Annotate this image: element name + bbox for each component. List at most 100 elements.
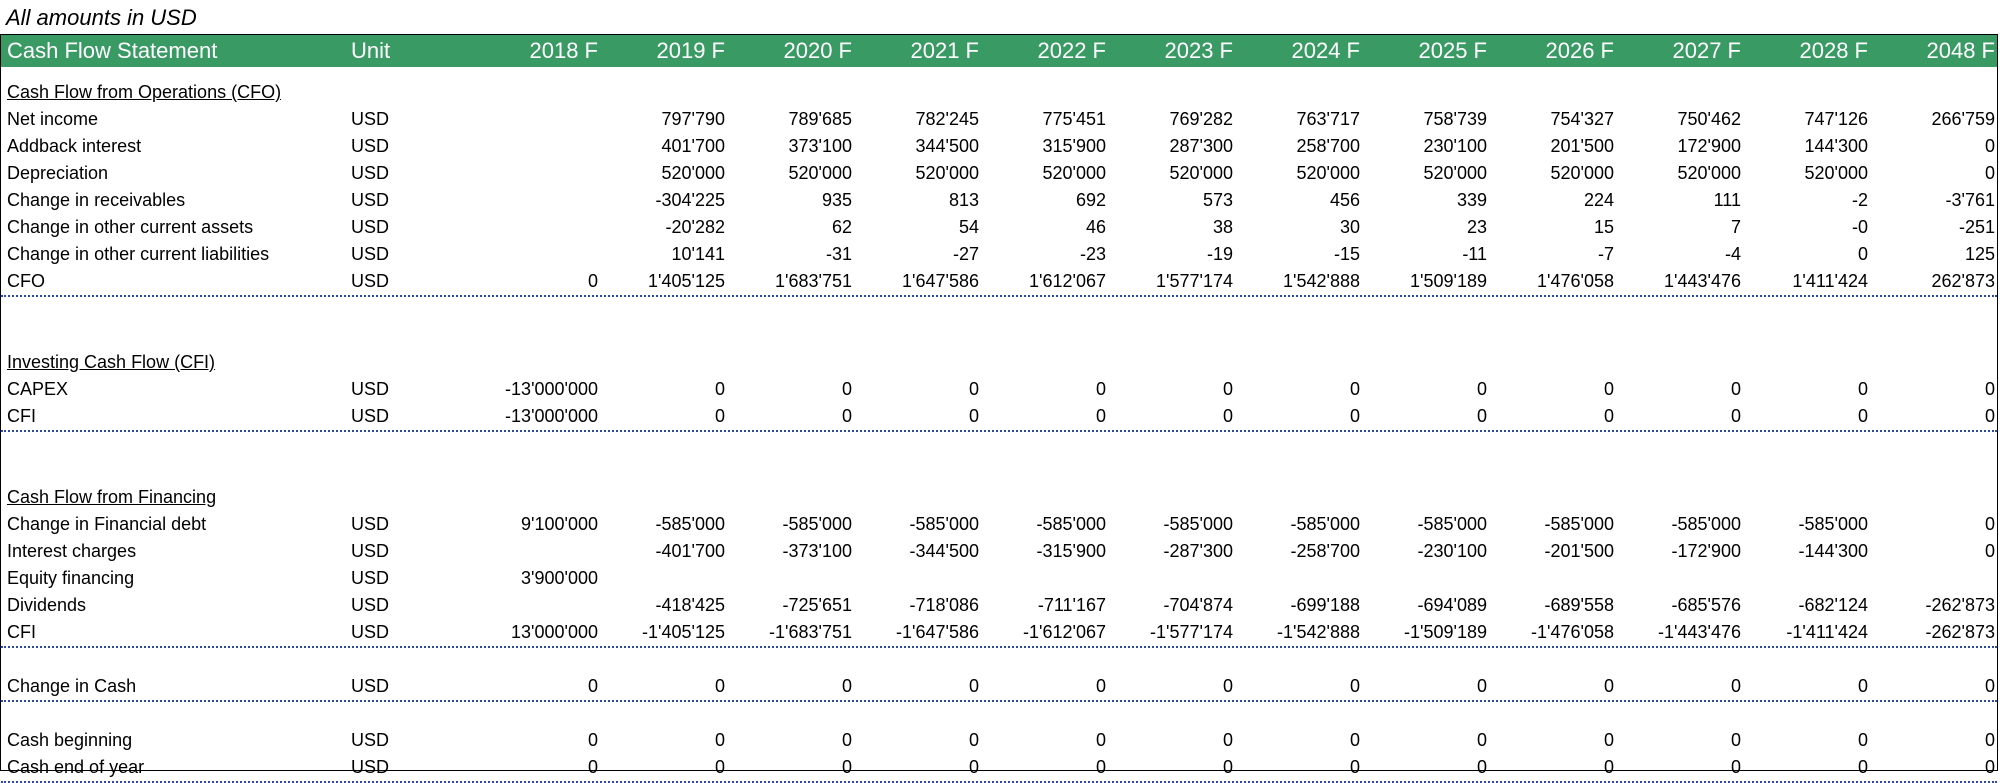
table-cell: -1'577'174 xyxy=(1150,622,1233,642)
row-label: Change in other current assets xyxy=(7,217,254,237)
table-cell xyxy=(605,565,725,592)
row-label: CFI xyxy=(7,622,36,642)
table-cell: 0 xyxy=(1857,730,1868,750)
table-cell: 0 xyxy=(1222,676,1233,696)
table-cell xyxy=(478,106,598,133)
row-label: Cash beginning xyxy=(7,730,133,750)
table-cell xyxy=(1240,565,1360,592)
header-year: 2025 F xyxy=(1418,38,1488,63)
table-cell: -7 xyxy=(1597,244,1614,264)
table-cell: 520'000 xyxy=(661,163,725,183)
table-cell: 9'100'000 xyxy=(521,514,598,534)
table-cell: -682'124 xyxy=(1798,595,1869,615)
table-cell: -1'443'476 xyxy=(1658,622,1741,642)
table-cell: -704'874 xyxy=(1163,595,1234,615)
table-cell: -23 xyxy=(1079,244,1106,264)
table-cell: -699'188 xyxy=(1290,595,1361,615)
row-label: Depreciation xyxy=(7,163,109,183)
table-cell: -11 xyxy=(1462,244,1487,264)
table-cell: 62 xyxy=(831,217,852,237)
table-cell: -0 xyxy=(1851,217,1868,237)
table-row: Interest charges USD -401'700 -373'100 -344'… xyxy=(1,538,1997,565)
row-label: Interest charges xyxy=(7,541,137,561)
table-cell: 775'451 xyxy=(1042,109,1106,129)
table-row: Net income USD 797'790 789'685 782'245 775'45… xyxy=(1,106,1997,133)
table-cell: 0 xyxy=(587,676,598,696)
table-cell: 0 xyxy=(1222,406,1233,426)
table-cell: -315'900 xyxy=(1036,541,1107,561)
table-cell: -585'000 xyxy=(782,514,853,534)
table-cell: -3'761 xyxy=(1945,190,1995,210)
row-label: Change in Financial debt xyxy=(7,514,207,534)
table-cell: 344'500 xyxy=(915,136,979,156)
table-cell: -694'089 xyxy=(1417,595,1488,615)
table-cell: 0 xyxy=(968,406,979,426)
table-cell xyxy=(1367,565,1487,592)
table-cell: 0 xyxy=(714,379,725,399)
table-cell xyxy=(1113,565,1233,592)
table-cell: -1'509'189 xyxy=(1404,622,1487,642)
row-unit: USD xyxy=(351,622,390,642)
table-cell: -13'000'000 xyxy=(505,379,598,399)
table-cell xyxy=(732,565,852,592)
table-cell: 111 xyxy=(1713,190,1741,210)
table-cell xyxy=(478,133,598,160)
table-cell xyxy=(478,160,598,187)
table-cell: 172'900 xyxy=(1677,136,1741,156)
table-cell: 763'717 xyxy=(1296,109,1360,129)
table-cell: 0 xyxy=(968,730,979,750)
total-row: CFI USD 13'000'000 -1'405'125 -1'683'751 -1'6… xyxy=(1,619,1997,648)
table-cell: -585'000 xyxy=(1290,514,1361,534)
table-row: Change in other current assets USD -20'282… xyxy=(1,214,1997,241)
table-cell: -230'100 xyxy=(1417,541,1488,561)
table-cell: -1'612'067 xyxy=(1023,622,1106,642)
table-cell: 0 xyxy=(1984,379,1995,399)
table-cell: 0 xyxy=(1349,757,1360,777)
table-cell: 0 xyxy=(968,676,979,696)
table-cell: 287'300 xyxy=(1169,136,1233,156)
table-cell: 0 xyxy=(1476,676,1487,696)
row-label: CAPEX xyxy=(7,379,69,399)
table-row: Change in receivables USD -304'225 935 813 69… xyxy=(1,187,1997,214)
table-cell: 0 xyxy=(1095,379,1106,399)
table-cell: 0 xyxy=(714,730,725,750)
table-cell: -251 xyxy=(1958,217,1995,237)
table-cell: 0 xyxy=(968,379,979,399)
table-cell xyxy=(478,538,598,565)
table-cell: 0 xyxy=(1095,730,1106,750)
table-cell: 813 xyxy=(948,190,979,210)
table-cell: 1'509'189 xyxy=(1410,271,1487,291)
table-cell: 262'873 xyxy=(1931,271,1995,291)
table-row: Cash beginning USD 0 0 0 0 0 0 0 0 0 0 0 0 xyxy=(1,727,1997,754)
table-cell: 0 xyxy=(1984,541,1995,561)
table-cell: 747'126 xyxy=(1804,109,1868,129)
table-cell: 758'739 xyxy=(1423,109,1487,129)
header-year: 2018 F xyxy=(529,38,599,63)
table-cell: 0 xyxy=(1222,379,1233,399)
header-year: 2026 F xyxy=(1545,38,1615,63)
table-cell: 0 xyxy=(1095,676,1106,696)
table-cell: 0 xyxy=(1603,406,1614,426)
table-cell: 46 xyxy=(1085,217,1106,237)
table-cell: 266'759 xyxy=(1931,109,1995,129)
table-cell: 520'000 xyxy=(1169,163,1233,183)
table-cell: 0 xyxy=(1857,406,1868,426)
table-cell: -1'683'751 xyxy=(769,622,852,642)
table-cell: 456 xyxy=(1329,190,1360,210)
table-cell: 520'000 xyxy=(1042,163,1106,183)
table-cell: -172'900 xyxy=(1671,541,1742,561)
table-cell: 0 xyxy=(1984,514,1995,534)
table-cell: -201'500 xyxy=(1544,541,1615,561)
table-cell: 0 xyxy=(1984,406,1995,426)
table-row: Dividends USD -418'425 -725'651 -718'086 -711… xyxy=(1,592,1997,619)
table-cell: -1'476'058 xyxy=(1531,622,1614,642)
table-cell: -1'542'888 xyxy=(1277,622,1360,642)
table-cell: 0 xyxy=(1349,730,1360,750)
table-cell: -401'700 xyxy=(655,541,726,561)
table-cell: 1'612'067 xyxy=(1029,271,1106,291)
row-label: Net income xyxy=(7,109,99,129)
table-cell: 230'100 xyxy=(1423,136,1487,156)
table-cell: -373'100 xyxy=(782,541,853,561)
amounts-caption: All amounts in USD xyxy=(6,5,197,30)
row-label: Change in receivables xyxy=(7,190,186,210)
